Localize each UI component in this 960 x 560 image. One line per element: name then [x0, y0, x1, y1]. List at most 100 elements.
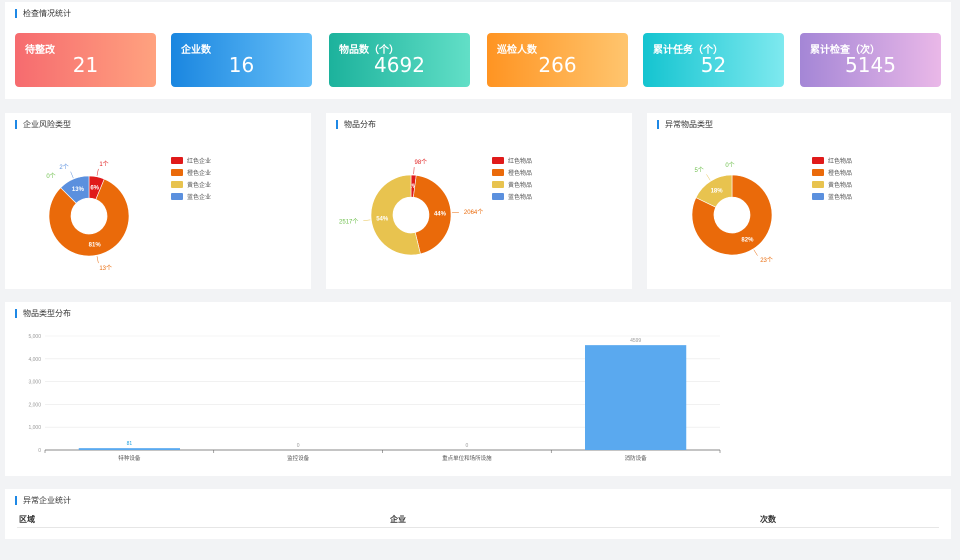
stat-label: 巡检人数: [497, 45, 537, 56]
y-tick-label: 1,000: [28, 425, 41, 431]
legend-label: 黄色企业: [187, 182, 212, 189]
legend-item[interactable]: 橙色物品: [812, 166, 852, 178]
legend-label: 蓝色企业: [187, 194, 212, 201]
bar-value-label: 4599: [630, 338, 641, 344]
pie-count-label: 2064个: [464, 209, 483, 216]
legend-item[interactable]: 红色物品: [812, 154, 852, 166]
section-title-abnormal-enterprise: 异常企业统计: [15, 496, 71, 505]
bar-chart-goods-type: 0 1,000 2,000 3,000 4,000 5,000 81 特种设备 0 监控设备 0 重点…: [28, 334, 721, 462]
pie-count-label: 0个: [725, 162, 734, 169]
stat-card-1[interactable]: 企业数 16: [171, 33, 312, 87]
table-header-region[interactable]: 区域: [19, 515, 35, 524]
legend-label: 蓝色物品: [828, 194, 853, 201]
section-title-inspection-stats: 检查情况统计: [15, 9, 71, 18]
legend-label: 黄色物品: [508, 182, 533, 189]
stat-label: 累计检查（次）: [810, 45, 880, 56]
section-title-goods-type-distribution: 物品类型分布: [15, 309, 71, 318]
y-tick-label: 3,000: [28, 380, 41, 386]
inspection-stats-panel: 检查情况统计: [5, 2, 951, 99]
pie-count-label: 2517个: [339, 218, 358, 225]
legend-swatch: [171, 168, 183, 176]
stat-card-0[interactable]: 待整改 21: [15, 33, 156, 87]
x-category-label: 消防设备: [625, 454, 648, 462]
pie-percent-label: 18%: [711, 188, 724, 194]
stat-value: 21: [72, 53, 99, 77]
section-title-enterprise-risk: 企业风险类型: [15, 120, 71, 129]
table-header-divider: [17, 527, 939, 528]
stat-card-2[interactable]: 物品数（个） 4692: [329, 33, 470, 87]
legend-swatch: [492, 192, 504, 200]
goods-type-distribution-panel: 物品类型分布: [5, 302, 951, 476]
pie-count-label: 98个: [414, 159, 427, 166]
legend-item[interactable]: 蓝色物品: [812, 190, 852, 202]
legend-label: 黄色物品: [828, 182, 853, 189]
pie-percent-label: 6%: [90, 186, 99, 192]
y-tick-label: 0: [38, 448, 41, 454]
legend-swatch: [171, 192, 183, 200]
legend-label: 红色企业: [187, 158, 212, 165]
legend-swatch: [171, 180, 183, 188]
pie-percent-label: 2%: [409, 184, 418, 190]
legend-item[interactable]: 蓝色物品: [492, 190, 532, 202]
stat-card-4[interactable]: 累计任务（个） 52: [643, 33, 784, 87]
table-header-enterprise[interactable]: 企业: [390, 515, 406, 524]
pie-percent-label: 13%: [72, 187, 85, 193]
pie-slice-1[interactable]: [413, 175, 452, 255]
legend-item[interactable]: 红色企业: [171, 154, 211, 166]
section-title-abnormal-goods: 异常物品类型: [657, 120, 713, 129]
legend-label: 蓝色物品: [508, 194, 533, 201]
table-header-count[interactable]: 次数: [760, 515, 776, 524]
legend-item[interactable]: 蓝色企业: [171, 190, 211, 202]
pie-percent-label: 81%: [89, 242, 102, 248]
bar-0[interactable]: [78, 448, 180, 450]
bar-value-label: 0: [465, 443, 468, 449]
stat-card-5[interactable]: 累计检查（次） 5145: [800, 33, 941, 87]
pie-legend-enterprise-risk: 红色企业橙色企业黄色企业蓝色企业: [171, 154, 211, 202]
abnormal-enterprise-panel: 异常企业统计: [5, 489, 951, 539]
section-title-goods-distribution: 物品分布: [336, 120, 376, 129]
pie-legend-abnormal-goods: 红色物品橙色物品黄色物品蓝色物品: [812, 154, 852, 202]
pie-slice-2[interactable]: [695, 174, 733, 208]
pie-slice-3[interactable]: [60, 175, 90, 204]
pie-slice-1[interactable]: [691, 174, 773, 256]
legend-item[interactable]: 橙色物品: [492, 166, 532, 178]
stat-value: 4692: [374, 53, 425, 77]
pie-percent-label: 44%: [434, 211, 447, 217]
bar-3[interactable]: [585, 345, 687, 450]
legend-label: 橙色物品: [508, 170, 533, 177]
stat-label: 企业数: [181, 45, 211, 56]
legend-label: 红色物品: [508, 158, 533, 165]
legend-swatch: [812, 192, 824, 200]
legend-item[interactable]: 黄色物品: [492, 178, 532, 190]
stat-value: 266: [538, 53, 577, 77]
legend-swatch: [171, 156, 183, 164]
y-tick-label: 4,000: [28, 357, 41, 363]
stat-value: 16: [228, 53, 255, 77]
x-category-label: 特种设备: [118, 454, 141, 462]
pie-chart-goods-distribution: 2% 98个 44% 2064个 54% 2517个: [339, 159, 483, 256]
bar-value-label: 0: [297, 443, 300, 449]
legend-swatch: [812, 168, 824, 176]
pie-count-label: 13个: [99, 265, 112, 272]
stat-label: 累计任务（个）: [653, 45, 723, 56]
legend-swatch: [492, 156, 504, 164]
legend-label: 橙色企业: [187, 170, 212, 177]
pie-slice-1[interactable]: [48, 178, 130, 257]
pie-count-label: 2个: [59, 164, 68, 171]
pie-legend-goods-distribution: 红色物品橙色物品黄色物品蓝色物品: [492, 154, 532, 202]
pie-count-label: 0个: [46, 173, 55, 180]
legend-item[interactable]: 黄色企业: [171, 178, 211, 190]
legend-item[interactable]: 橙色企业: [171, 166, 211, 178]
pie-chart-abnormal-goods: 82% 23个 18% 5个 0个: [691, 162, 773, 264]
legend-item[interactable]: 黄色物品: [812, 178, 852, 190]
bar-value-label: 81: [127, 441, 133, 447]
pie-slice-2[interactable]: [370, 174, 421, 256]
stat-value: 5145: [845, 53, 896, 77]
pie-count-label: 1个: [99, 161, 108, 168]
legend-label: 橙色物品: [828, 170, 853, 177]
stat-label: 待整改: [25, 45, 55, 56]
y-tick-label: 5,000: [28, 334, 41, 340]
stat-card-3[interactable]: 巡检人数 266: [487, 33, 628, 87]
pie-percent-label: 54%: [376, 216, 389, 222]
legend-item[interactable]: 红色物品: [492, 154, 532, 166]
